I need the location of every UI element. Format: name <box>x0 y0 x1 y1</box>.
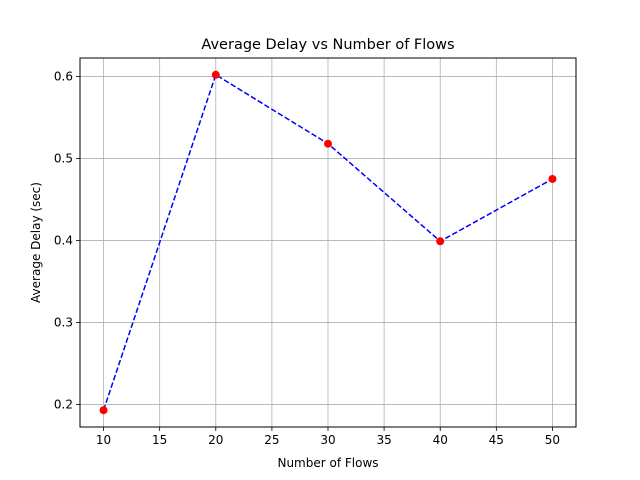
data-point <box>211 70 220 79</box>
data-point <box>324 139 332 148</box>
grid <box>80 58 576 427</box>
data-point <box>436 237 445 246</box>
y-tick-label: 0.2 <box>54 397 73 411</box>
x-tick-label: 15 <box>152 433 167 447</box>
x-axis-label: Number of Flows <box>277 456 378 470</box>
y-tick-label: 0.6 <box>54 69 73 83</box>
y-tick-label: 0.5 <box>54 151 73 165</box>
x-tick-label: 20 <box>208 433 223 447</box>
y-tick-label: 0.3 <box>54 315 73 329</box>
ticks: 10 15 20 25 30 35 40 45 50 0.2 0.3 0.4 0.5 0.6 <box>54 69 560 447</box>
x-tick-label: 45 <box>489 433 504 447</box>
y-tick-label: 0.4 <box>54 233 73 247</box>
x-tick-label: 25 <box>264 433 279 447</box>
series-layer <box>99 70 557 415</box>
x-tick-label: 35 <box>376 433 391 447</box>
x-tick-label: 50 <box>545 433 560 447</box>
x-tick-label: 40 <box>433 433 448 447</box>
x-tick-label: 10 <box>96 433 111 447</box>
data-point <box>99 406 108 415</box>
x-tick-label: 30 <box>320 433 335 447</box>
data-point <box>548 174 557 183</box>
y-axis-label: Average Delay (sec) <box>29 182 43 303</box>
chart-title: Average Delay vs Number of Flows <box>201 37 454 53</box>
